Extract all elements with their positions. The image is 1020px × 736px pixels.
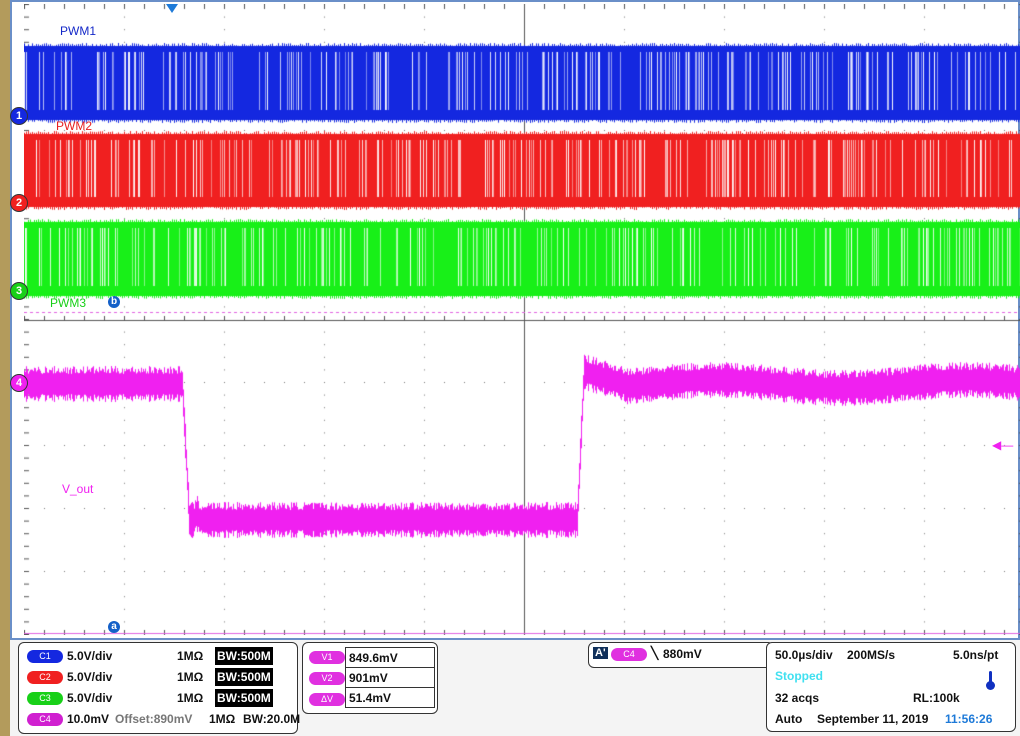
c3-impedance: 1MΩ — [177, 691, 204, 705]
acquisition-count: 32 acqs — [775, 691, 820, 705]
trigger-position-marker[interactable] — [166, 4, 178, 13]
channel-3-settings[interactable]: C3 5.0V/div 1MΩ BW:500M — [27, 689, 295, 707]
c2-impedance: 1MΩ — [177, 670, 204, 684]
acquisition-panel: 50.0µs/div 200MS/s 5.0ns/pt Stopped 32 a… — [766, 642, 1016, 732]
trace-label-pwm3: PWM3 — [50, 296, 86, 310]
timebase[interactable]: 50.0µs/div — [775, 648, 833, 662]
cursor-v1-value: 849.6mV — [345, 647, 435, 668]
c3-bandwidth: BW:500M — [215, 689, 273, 707]
c4-scale: 10.0mV — [67, 712, 110, 726]
trigger-source-pill[interactable]: C4 — [611, 648, 647, 661]
c4-offset: Offset:890mV — [115, 712, 193, 726]
trigger-mode-auto: Auto — [775, 712, 803, 726]
date: September 11, 2019 — [817, 712, 929, 726]
waveform-canvas — [24, 4, 1020, 635]
time: 11:56:26 — [945, 712, 993, 726]
channel-settings-panel: C1 5.0V/div 1MΩ BW:500M C2 5.0V/div 1MΩ BW:500… — [18, 642, 300, 734]
trace-label-pwm1: PWM1 — [60, 24, 96, 38]
c1-impedance: 1MΩ — [177, 649, 204, 663]
cursor-delta-value: 51.4mV — [345, 687, 435, 708]
c1-scale: 5.0V/div — [67, 649, 113, 663]
trace-label-vout: V_out — [62, 482, 94, 496]
cursor-b-marker[interactable]: b — [108, 296, 120, 308]
channel-4-marker[interactable]: 4 — [10, 374, 28, 392]
channel-1-marker[interactable]: 1 — [10, 107, 28, 125]
c4-pill[interactable]: C4 — [27, 713, 63, 727]
trigger-panel[interactable]: A' C4 ╲ 880mV — [588, 642, 774, 668]
c2-bandwidth: BW:500M — [215, 668, 273, 686]
trigger-level-arrow-icon[interactable]: ◀— — [992, 438, 1014, 452]
c1-pill[interactable]: C1 — [27, 650, 63, 664]
v2-pill[interactable]: V2 — [309, 672, 345, 685]
thermometer-icon — [989, 671, 992, 683]
acquisition-state: Stopped — [775, 669, 823, 683]
cursor-a-marker[interactable]: a — [108, 621, 120, 633]
cursor-readout-panel: 849.6mV 901mV 51.4mV V1 V2 ΔV — [302, 642, 438, 714]
time-per-point: 5.0ns/pt — [953, 648, 999, 662]
trace-label-pwm2: PWM2 — [56, 119, 92, 133]
channel-4-settings[interactable]: C4 10.0mV Offset:890mV 1MΩ BW:20.0M — [27, 710, 300, 728]
c3-scale: 5.0V/div — [67, 691, 113, 705]
channel-2-marker[interactable]: 2 — [10, 194, 28, 212]
channel-3-marker[interactable]: 3 — [10, 282, 28, 300]
cursor-v2-row: 901mV — [345, 667, 435, 688]
falling-edge-icon: ╲ — [651, 646, 659, 660]
dv-pill[interactable]: ΔV — [309, 693, 345, 706]
oscilloscope-screen: PWM1 PWM2 PWM3 V_out 1 2 3 4 b a ◀— C1 5.… — [10, 0, 1020, 736]
v1-pill[interactable]: V1 — [309, 651, 345, 664]
c2-pill[interactable]: C2 — [27, 671, 63, 685]
c2-scale: 5.0V/div — [67, 670, 113, 684]
cursor-v2-value: 901mV — [345, 667, 435, 688]
waveform-graticule: PWM1 PWM2 PWM3 V_out 1 2 3 4 b a ◀— — [10, 0, 1020, 640]
c4-impedance: 1MΩ — [209, 712, 236, 726]
cursor-dv-row: 51.4mV — [345, 687, 435, 708]
thermometer-bulb — [986, 681, 995, 690]
cursor-v1-row: 849.6mV — [345, 647, 435, 668]
sample-rate: 200MS/s — [847, 648, 896, 662]
c3-pill[interactable]: C3 — [27, 692, 63, 706]
c4-bandwidth: BW:20.0M — [243, 712, 301, 726]
channel-1-settings[interactable]: C1 5.0V/div 1MΩ BW:500M — [27, 647, 295, 665]
trigger-mode: A' — [593, 647, 608, 659]
channel-2-settings[interactable]: C2 5.0V/div 1MΩ BW:500M — [27, 668, 295, 686]
record-length: RL:100k — [913, 691, 960, 705]
trigger-level: 880mV — [663, 647, 702, 661]
c1-bandwidth: BW:500M — [215, 647, 273, 665]
